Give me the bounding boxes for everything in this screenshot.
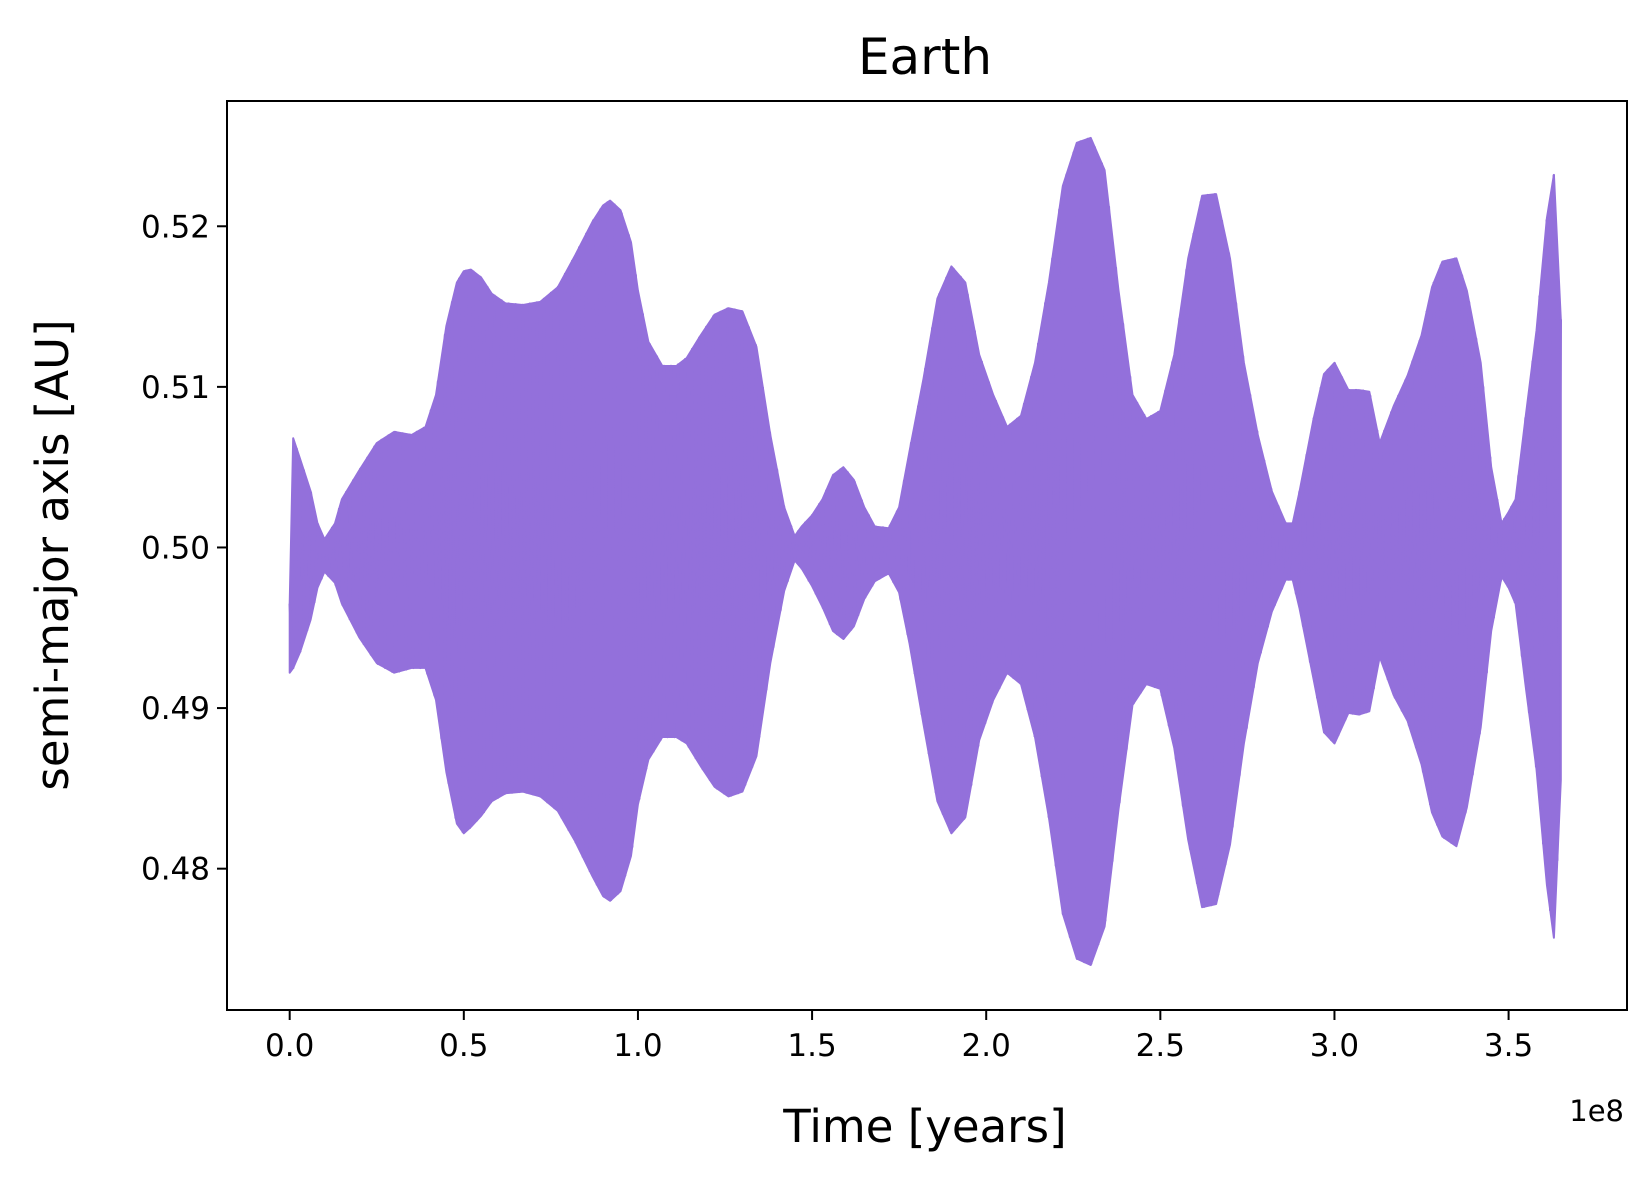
y-axis-label: semi-major axis [AU] — [26, 319, 79, 790]
series-line — [288, 137, 1562, 965]
y-axis: 0.48 0.49 0.50 0.51 0.52 — [141, 209, 227, 888]
x-tick-label: 3.0 — [1310, 1028, 1359, 1064]
chart-title: Earth — [858, 28, 992, 86]
x-axis-offset-label: 1e8 — [1569, 1094, 1624, 1128]
x-tick-label: 0.5 — [439, 1028, 488, 1064]
y-tick-label: 0.52 — [141, 209, 210, 245]
x-tick-label: 2.0 — [962, 1028, 1011, 1064]
x-axis: 0.0 0.5 1.0 1.5 2.0 2.5 3.0 3.5 — [265, 1010, 1533, 1064]
y-tick-label: 0.48 — [141, 852, 210, 888]
x-axis-label: Time [years] — [782, 1100, 1066, 1153]
y-tick-label: 0.49 — [141, 691, 210, 727]
x-tick-label: 3.5 — [1484, 1028, 1533, 1064]
axes-frame — [226, 100, 1628, 1011]
plot-area — [288, 136, 1562, 966]
x-tick-label: 0.0 — [265, 1028, 314, 1064]
y-tick-label: 0.51 — [141, 370, 210, 406]
x-tick-label: 1.5 — [787, 1028, 836, 1064]
y-tick-label: 0.50 — [141, 530, 210, 566]
x-tick-label: 1.0 — [613, 1028, 662, 1064]
x-tick-label: 2.5 — [1136, 1028, 1185, 1064]
